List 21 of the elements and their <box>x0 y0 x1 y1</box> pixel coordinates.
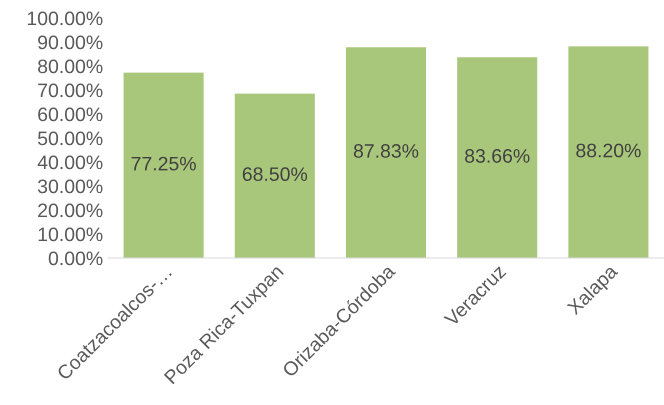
bar <box>568 46 648 258</box>
y-tick-label: 10.00% <box>38 227 102 242</box>
y-tick-label: 20.00% <box>38 203 102 218</box>
bar <box>346 47 426 258</box>
bar <box>457 57 538 258</box>
y-tick-label: 40.00% <box>38 155 102 170</box>
bar <box>124 72 204 258</box>
y-tick-label: 90.00% <box>38 35 102 50</box>
bar <box>234 94 315 258</box>
data-label: 88.20% <box>576 144 641 158</box>
y-tick-label: 30.00% <box>38 179 102 194</box>
y-tick-label: 100.00% <box>28 11 102 26</box>
y-tick-label: 70.00% <box>38 83 102 98</box>
y-tick-label: 60.00% <box>38 107 102 122</box>
data-label: 83.66% <box>465 149 530 163</box>
data-label: 87.83% <box>354 144 418 158</box>
data-label: 77.25% <box>132 156 196 171</box>
y-tick-label: 80.00% <box>38 59 102 74</box>
data-label: 68.50% <box>242 167 308 182</box>
y-tick-label: 50.00% <box>38 131 102 146</box>
y-tick-label: 0.00% <box>48 251 102 266</box>
